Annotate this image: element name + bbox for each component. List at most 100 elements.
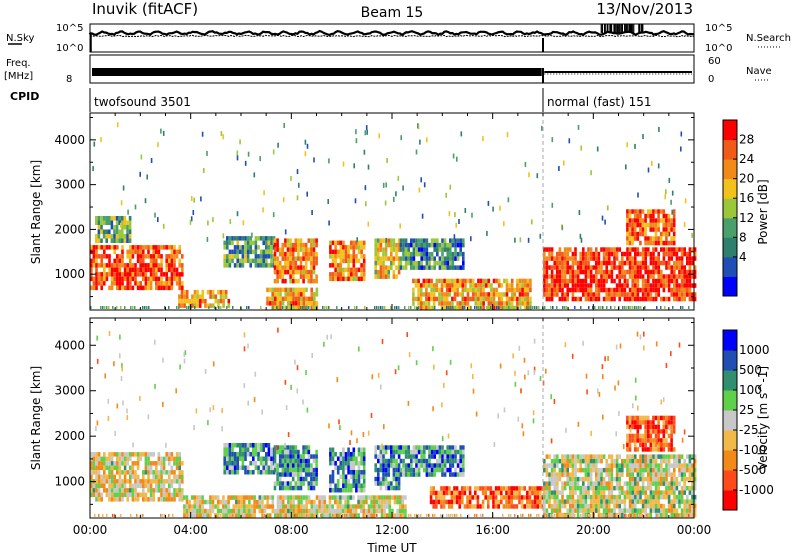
echo-cell: [438, 301, 441, 306]
echo-cell: [691, 499, 694, 504]
echo-cell: [224, 294, 228, 299]
echo-cell: [129, 267, 132, 273]
echo-cell: [108, 263, 111, 268]
freq-tick-bot: 8: [66, 74, 72, 85]
echo-cell: [665, 274, 668, 279]
echo-cell: [500, 305, 504, 311]
echo-cell: [649, 274, 653, 279]
echo-cell: [390, 256, 393, 261]
echo-cell: [259, 456, 263, 461]
echo-speckle: [577, 124, 580, 130]
echo-cell: [284, 256, 287, 261]
echo-cell: [249, 236, 252, 241]
echo-cell: [448, 490, 451, 496]
echo-cell: [402, 449, 405, 455]
echo-cell: [268, 495, 272, 500]
echo-cell: [226, 254, 229, 259]
echo-cell: [659, 415, 663, 421]
echo-cell: [536, 490, 539, 496]
echo-cell: [441, 265, 444, 270]
echo-cell: [553, 490, 556, 495]
echo-cell: [425, 260, 429, 266]
echo-cell: [693, 508, 697, 513]
echo-cell: [304, 476, 308, 482]
echo-cell: [430, 238, 434, 243]
echo-speckle: [449, 184, 452, 190]
echo-cell: [129, 465, 132, 471]
echo-speckle: [632, 403, 634, 409]
echo-cell: [451, 278, 454, 284]
echo-cell: [262, 263, 265, 268]
echo-cell: [420, 463, 423, 468]
echo-cell: [193, 303, 197, 308]
echo-cell: [347, 479, 350, 484]
echo-cell: [576, 287, 580, 293]
echo-cell: [626, 247, 629, 252]
echo-cell: [377, 247, 380, 252]
echo-cell: [595, 485, 598, 491]
echo-cell: [610, 481, 614, 486]
echo-ground: [624, 306, 626, 309]
echo-cell: [626, 292, 629, 297]
echo-cell: [380, 513, 384, 518]
echo-cell: [618, 278, 621, 284]
echo-cell: [654, 209, 658, 214]
echo-cell: [597, 283, 601, 288]
echo-cell: [170, 276, 174, 282]
echo-cell: [441, 251, 444, 257]
echo-cell: [556, 265, 559, 270]
echo-cell: [390, 458, 393, 464]
echo-cell: [92, 276, 96, 282]
echo-cell: [463, 504, 467, 509]
echo-cell: [436, 251, 439, 257]
echo-cell: [618, 265, 621, 270]
echo-cell: [292, 287, 295, 293]
echo-cell: [206, 499, 210, 505]
echo-cell: [510, 495, 513, 500]
echo-cell: [233, 452, 237, 457]
echo-cell: [453, 495, 456, 500]
echo-cell: [147, 479, 150, 484]
echo-cell: [123, 470, 127, 475]
echo-cell: [310, 292, 313, 297]
echo-cell: [407, 463, 410, 468]
echo-cell: [667, 251, 671, 257]
echo-cell: [286, 454, 290, 459]
echo-cell: [222, 508, 225, 514]
echo-cell: [284, 296, 287, 302]
echo-cell: [334, 263, 337, 268]
echo-cell: [675, 287, 679, 293]
echo-cell: [115, 225, 119, 230]
echo-cell: [613, 503, 616, 509]
echo-cell: [647, 283, 650, 288]
echo-cell: [216, 495, 220, 500]
echo-cell: [401, 499, 405, 505]
echo-cell: [427, 296, 431, 302]
echo-cell: [451, 454, 455, 459]
echo-cell: [673, 274, 676, 279]
echo-cell: [459, 242, 462, 248]
echo-cell: [259, 258, 263, 264]
echo-cell: [652, 499, 655, 504]
echo-cell: [662, 433, 666, 439]
echo-cell: [227, 504, 230, 509]
echo-cell: [675, 274, 679, 279]
echo-speckle: [647, 167, 650, 173]
echo-cell: [543, 256, 546, 261]
echo-cell: [589, 499, 593, 504]
echo-cell: [428, 265, 431, 270]
echo-cell: [474, 495, 477, 500]
echo-cell: [558, 247, 562, 252]
echo-cell: [246, 465, 250, 470]
y-tick-label: 3000: [54, 178, 85, 192]
echo-cell: [582, 265, 585, 270]
echo-cell: [518, 486, 521, 491]
echo-cell: [613, 265, 616, 270]
echo-cell: [226, 258, 229, 264]
echo-cell: [95, 249, 98, 255]
echo-cell: [276, 265, 279, 270]
echo-cell: [404, 247, 408, 252]
echo-cell: [294, 485, 298, 491]
echo-cell: [399, 260, 403, 266]
echo-cell: [259, 254, 263, 259]
